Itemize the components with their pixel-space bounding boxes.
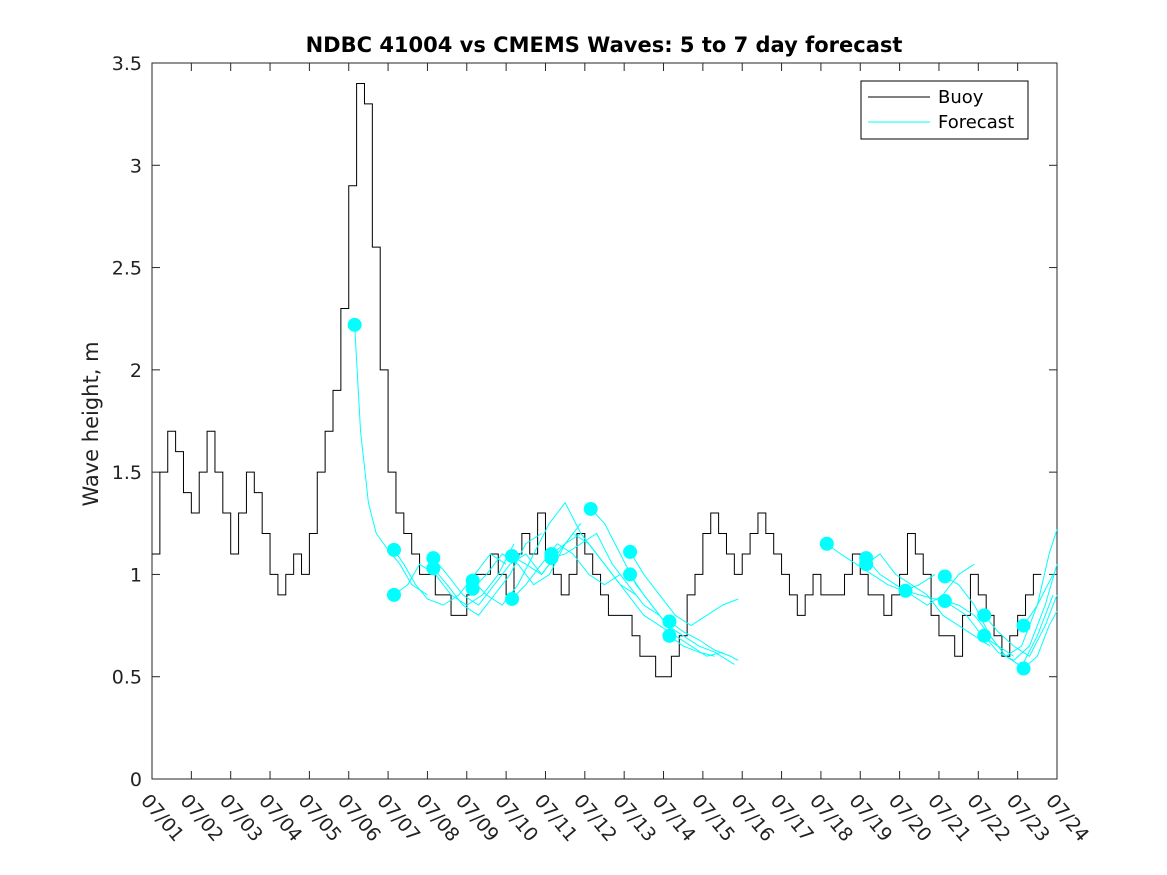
forecast-run-line — [865, 553, 991, 647]
forecast-start-point — [347, 317, 362, 332]
forecast-start-point — [977, 628, 992, 643]
forecast-run-line — [944, 574, 1054, 657]
y-tick-label: 3 — [130, 155, 142, 177]
forecast-start-point — [1016, 618, 1031, 633]
y-tick-label: 3.5 — [112, 53, 142, 75]
forecast-run-line — [983, 564, 1058, 661]
forecast-run-line — [865, 557, 975, 606]
forecast-run-line — [826, 543, 936, 592]
chart-title: NDBC 41004 vs CMEMS Waves: 5 to 7 day fo… — [306, 33, 903, 57]
forecast-run-line — [472, 501, 598, 606]
forecast-start-point — [505, 549, 520, 564]
forecast-start-point — [937, 594, 952, 609]
forecast-run-line — [669, 635, 715, 657]
forecast-start-point — [898, 583, 913, 598]
y-tick-label: 1 — [130, 564, 142, 586]
forecast-run-line — [511, 543, 621, 600]
forecast-run-line — [393, 543, 515, 606]
legend-buoy-label: Buoy — [938, 87, 984, 108]
y-tick-label: 0 — [130, 769, 142, 791]
forecast-run-line — [1023, 611, 1058, 669]
legend-box — [860, 80, 1029, 140]
forecast-start-point — [1016, 661, 1031, 676]
forecast-start-point — [426, 561, 441, 576]
forecast-run-line — [669, 621, 739, 661]
forecast-start-point — [662, 628, 677, 643]
buoy-series-line — [152, 82, 1042, 678]
forecast-start-point — [544, 551, 559, 566]
forecast-run-line — [472, 522, 582, 590]
forecast-start-point — [623, 567, 638, 582]
forecast-start-point — [465, 581, 480, 596]
forecast-start-point — [662, 614, 677, 629]
legend-forecast-label: Forecast — [938, 112, 1014, 133]
forecast-run-line — [905, 590, 1014, 657]
forecast-run-line — [551, 532, 660, 616]
forecast-start-point — [819, 536, 834, 551]
forecast-start-point — [859, 557, 874, 572]
forecast-start-point — [937, 569, 952, 584]
forecast-start-point — [426, 551, 441, 566]
forecast-start-point — [386, 542, 401, 557]
y-tick-label: 0.5 — [112, 667, 142, 689]
axes-frame — [151, 62, 1058, 780]
y-axis-label: Wave height, m — [79, 341, 103, 506]
forecast-run-line — [1023, 529, 1058, 626]
forecast-start-point — [386, 587, 401, 602]
y-tick-label: 1.5 — [112, 462, 142, 484]
forecast-start-point — [505, 591, 520, 606]
forecast-run-line — [393, 549, 507, 606]
forecast-run-line — [432, 533, 542, 617]
forecast-run-line — [432, 553, 558, 606]
y-tick-label: 2.5 — [112, 258, 142, 280]
forecast-start-point — [583, 501, 598, 516]
forecast-run-line — [983, 594, 1058, 657]
y-tick-label: 2 — [130, 360, 142, 382]
forecast-start-point — [977, 608, 992, 623]
legend: Buoy Forecast — [860, 80, 1029, 140]
forecast-run-line — [551, 532, 676, 637]
forecast-start-point — [623, 544, 638, 559]
forecast-run-line — [629, 551, 739, 627]
